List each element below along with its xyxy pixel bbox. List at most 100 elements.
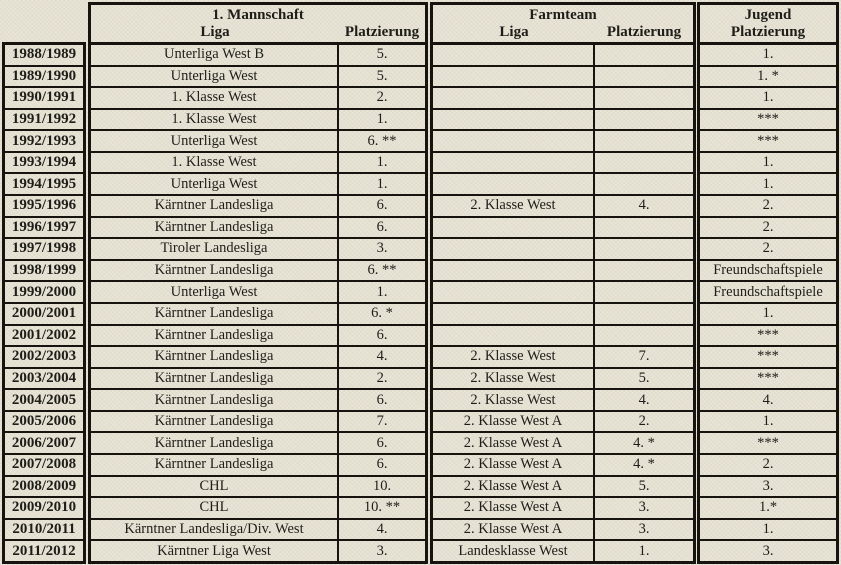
cell-j-platz: 1. <box>762 521 774 537</box>
group-header-youth: Jugend Platzierung <box>700 5 836 45</box>
cell-f-liga: 2. Klasse West <box>470 369 556 386</box>
table-row: 1. <box>700 86 836 108</box>
cell-m-platz: 4. <box>337 519 425 540</box>
table-row: 1991/1992 <box>5 107 83 130</box>
cell-j-platz: 3. <box>762 477 774 494</box>
table-row <box>433 150 693 173</box>
table-row: 1. Klasse West 2. <box>91 86 425 108</box>
cell-f-liga: 2. Klasse West <box>470 391 556 408</box>
cell-j-platz: 1. * <box>757 67 779 84</box>
cell-m-liga: Kärntner Landesliga <box>154 391 274 408</box>
group-farm-team: Farmteam Liga Platzierung 2. Klasse West… <box>430 2 696 564</box>
column-labels-farm-team: Liga Platzierung <box>433 24 693 42</box>
cell-m-liga: Kärntner Landesliga <box>154 456 274 473</box>
cell-season: 1995/1996 <box>11 197 77 214</box>
table-row: 2. Klasse West A 2. <box>433 409 693 432</box>
cell-f-liga: 2. Klasse West A <box>463 434 563 451</box>
table-row <box>433 280 693 302</box>
cell-m-liga: Kärntner Landesliga <box>154 326 274 343</box>
table-row: 1. * <box>700 64 836 87</box>
table-row: 2008/2009 <box>5 474 83 497</box>
cell-m-platz: 2. <box>337 88 425 108</box>
column-labels-first-team: Liga Platzierung <box>91 24 425 42</box>
cell-m-platz: 10. <box>337 476 425 497</box>
table-row <box>433 172 693 195</box>
cell-f-platz <box>593 152 693 173</box>
cell-m-platz: 10. ** <box>337 498 425 518</box>
cell-j-platz: 1. <box>762 413 774 430</box>
cell-f-liga <box>433 45 593 65</box>
table-row: 2. Klasse West 5. <box>433 366 693 389</box>
season-column: 1988/1989 1989/1990 1990/1991 1991/1992 1992… <box>2 42 86 564</box>
table-row: 2. Klasse West A 3. <box>433 517 693 540</box>
table-row: 2. Klasse West 4. <box>433 388 693 410</box>
cell-season: 2005/2006 <box>11 413 77 430</box>
cell-m-liga: Unterliga West <box>170 175 258 192</box>
cell-j-platz: 2. <box>762 197 774 214</box>
cell-f-platz: 2. <box>593 411 693 432</box>
cell-f-platz: 4. <box>593 390 693 410</box>
cell-m-liga: CHL <box>199 477 229 494</box>
cell-f-platz: 3. <box>593 519 693 540</box>
cell-f-liga: 2. Klasse West A <box>463 499 563 516</box>
table-row <box>433 45 693 65</box>
table-row: Kärntner Landesliga 2. <box>91 366 425 389</box>
group-youth: Jugend Platzierung 1. 1. * 1. *** *** 1. 1. 2. 2… <box>697 2 839 564</box>
cell-j-platz: Freundschaftspiele <box>713 262 823 279</box>
table-row: *** <box>700 345 836 367</box>
cell-m-liga: Unterliga West <box>170 67 258 84</box>
table-row: 1999/2000 <box>5 280 83 302</box>
cell-f-liga <box>433 239 593 259</box>
table-row: Unterliga West 1. <box>91 280 425 302</box>
table-row: Kärntner Landesliga 6. * <box>91 301 425 324</box>
cell-m-platz: 6. ** <box>337 260 425 281</box>
table-row <box>433 64 693 87</box>
cell-season: 1990/1991 <box>11 89 77 106</box>
cell-m-liga: 1. Klasse West <box>171 111 257 128</box>
cell-m-liga: Kärntner Landesliga <box>154 369 274 386</box>
youth-rows: 1. 1. * 1. *** *** 1. 1. 2. 2. 2. Freundschaftspie… <box>700 45 836 561</box>
table-row: 1. <box>700 301 836 324</box>
cell-m-liga: CHL <box>199 499 229 516</box>
cell-f-liga <box>433 153 593 173</box>
table-row: 1.* <box>700 496 836 518</box>
first-team-rows: Unterliga West B 5. Unterliga West 5. 1. Kla… <box>91 45 425 561</box>
cell-f-platz <box>593 303 693 324</box>
cell-f-platz: 4. <box>593 196 693 216</box>
cell-m-liga: 1. Klasse West <box>171 89 257 106</box>
table-row: Kärntner Landesliga 7. <box>91 409 425 432</box>
table-row: 2. <box>700 215 836 238</box>
table-row: Landesklasse West 1. <box>433 539 693 561</box>
table-row: 1. Klasse West 1. <box>91 150 425 173</box>
cell-m-platz: 6. <box>337 390 425 410</box>
table-row: Tiroler Landesliga 3. <box>91 237 425 259</box>
cell-j-platz: 4. <box>762 391 774 408</box>
cell-m-liga: Tiroler Landesliga <box>160 240 268 257</box>
table-row: *** <box>700 431 836 453</box>
cell-season: 2011/2012 <box>12 542 76 559</box>
cell-f-liga: 2. Klasse West A <box>463 477 563 494</box>
cell-f-liga <box>433 304 593 324</box>
cell-f-liga <box>433 282 593 302</box>
cell-m-platz: 3. <box>337 239 425 259</box>
table-row <box>433 86 693 108</box>
cell-f-platz: 4. * <box>593 454 693 475</box>
cell-m-liga: Kärntner Landesliga <box>154 348 274 365</box>
cell-f-platz <box>593 260 693 281</box>
cell-season: 1992/1993 <box>11 132 77 149</box>
cell-season: 2007/2008 <box>11 456 77 473</box>
cell-season: 1996/1997 <box>11 218 77 235</box>
cell-m-platz: 1. <box>337 109 425 130</box>
cell-m-platz: 6. <box>337 433 425 453</box>
table-row: Kärntner Landesliga 6. ** <box>91 258 425 281</box>
cell-m-platz: 2. <box>337 368 425 389</box>
cell-f-liga <box>433 67 593 87</box>
cell-season: 1991/1992 <box>11 111 77 128</box>
cell-f-liga: 2. Klasse West <box>470 197 556 214</box>
table-row: 2005/2006 <box>5 409 83 432</box>
farm-team-rows: 2. Klasse West 4. 2. Klasse West 7. 2. Klass… <box>433 45 693 561</box>
cell-f-platz: 5. <box>593 368 693 389</box>
column-labels-youth: Platzierung <box>700 24 836 42</box>
table-row: 1989/1990 <box>5 64 83 87</box>
table-row: 1995/1996 <box>5 194 83 216</box>
